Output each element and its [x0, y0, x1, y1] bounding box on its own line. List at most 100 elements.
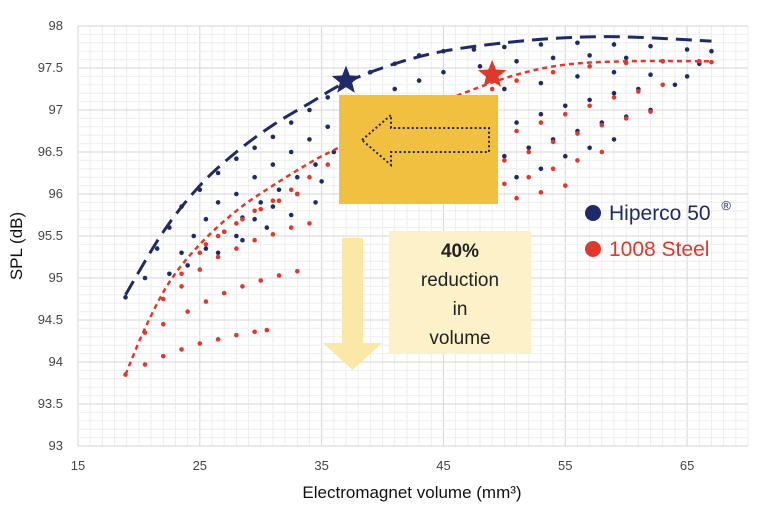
point-steel: [502, 158, 507, 163]
point-steel: [526, 174, 532, 180]
reduction-line-2: in: [452, 299, 468, 320]
point-steel: [179, 347, 184, 352]
point-steel: [489, 86, 495, 92]
point-hiperco: [648, 72, 653, 78]
point-hiperco: [514, 58, 519, 64]
point-steel: [215, 337, 221, 342]
point-hiperco: [623, 55, 629, 61]
y-tick-label: 96.5: [38, 144, 63, 159]
down-arrow-icon: [323, 238, 382, 370]
point-hiperco: [526, 145, 532, 151]
point-hiperco: [307, 107, 312, 113]
point-hiperco: [392, 86, 398, 92]
point-steel: [234, 332, 239, 338]
point-steel: [221, 229, 227, 235]
point-steel: [264, 327, 270, 333]
optimum-markers: [331, 59, 507, 93]
point-hiperco: [123, 295, 128, 300]
point-hiperco: [611, 42, 617, 47]
point-hiperco: [538, 111, 544, 117]
point-steel: [538, 190, 544, 195]
x-tick-label: 15: [71, 458, 85, 473]
y-tick-label: 93.5: [38, 396, 63, 411]
point-hiperco: [185, 263, 190, 268]
point-hiperco: [648, 43, 653, 49]
point-steel: [526, 149, 532, 155]
point-hiperco: [550, 55, 556, 61]
point-steel: [234, 246, 239, 251]
point-steel: [221, 290, 227, 296]
point-steel: [550, 166, 556, 172]
point-steel: [562, 111, 568, 117]
point-steel: [197, 341, 203, 346]
point-steel: [197, 250, 203, 256]
y-tick-label: 93: [49, 438, 63, 453]
point-hiperco: [538, 80, 544, 86]
point-hiperco: [313, 162, 318, 167]
point-hiperco: [270, 204, 276, 209]
point-hiperco: [270, 162, 276, 167]
point-hiperco: [258, 200, 264, 205]
x-tick-label: 35: [314, 458, 328, 473]
point-steel: [197, 267, 203, 272]
point-steel: [258, 278, 264, 283]
point-hiperco: [215, 200, 221, 205]
point-steel: [611, 95, 617, 100]
reduction-note: 40% reduction in volume: [389, 231, 531, 353]
point-hiperco: [325, 95, 331, 100]
y-tick-label: 95: [49, 270, 63, 285]
point-steel: [623, 116, 629, 121]
point-hiperco: [252, 216, 257, 222]
legend-label-hiperco: Hiperco 50 ®: [609, 198, 731, 225]
point-hiperco: [538, 166, 544, 172]
star-icon-steel: [477, 59, 507, 87]
point-steel: [215, 233, 221, 239]
legend-marker-steel: [585, 241, 601, 257]
point-steel: [660, 82, 666, 88]
point-steel: [203, 299, 209, 304]
y-tick-label: 96: [49, 186, 63, 201]
point-hiperco: [514, 174, 519, 180]
legend-marker-hiperco: [585, 205, 601, 221]
point-hiperco: [684, 74, 690, 79]
point-steel: [160, 321, 166, 327]
point-steel: [562, 183, 568, 188]
y-axis-title: SPL (dB): [7, 212, 26, 280]
point-hiperco: [276, 187, 282, 193]
point-steel: [240, 284, 245, 289]
point-hiperco: [502, 86, 507, 92]
point-hiperco: [709, 48, 714, 54]
point-steel: [294, 268, 300, 274]
x-tick-label: 45: [436, 458, 450, 473]
point-hiperco: [191, 233, 197, 239]
point-steel: [160, 353, 166, 359]
point-hiperco: [611, 90, 617, 96]
data-points: [123, 40, 714, 377]
point-steel: [252, 329, 257, 335]
point-steel: [252, 237, 257, 243]
point-steel: [179, 271, 184, 277]
point-hiperco: [587, 145, 592, 151]
x-tick-label: 65: [680, 458, 694, 473]
point-steel: [575, 131, 580, 136]
point-hiperco: [672, 82, 678, 88]
point-hiperco: [562, 153, 568, 159]
point-hiperco: [240, 237, 245, 243]
point-hiperco: [502, 44, 507, 50]
y-tick-labels: 93 93.5 94 94.5 95 95.5 96 96.5 97 97.5 98: [38, 18, 63, 453]
point-hiperco: [264, 225, 270, 230]
point-hiperco: [215, 250, 221, 256]
point-hiperco: [203, 246, 209, 251]
y-tick-label: 98: [49, 18, 63, 33]
point-steel: [307, 221, 312, 226]
y-tick-label: 95.5: [38, 228, 63, 243]
point-hiperco: [319, 179, 324, 184]
point-steel: [514, 195, 519, 201]
point-steel: [270, 198, 276, 204]
point-hiperco: [611, 69, 617, 75]
star-icon-hiperco: [331, 65, 361, 93]
point-steel: [709, 59, 714, 65]
point-steel: [514, 78, 519, 83]
point-steel: [538, 120, 544, 125]
